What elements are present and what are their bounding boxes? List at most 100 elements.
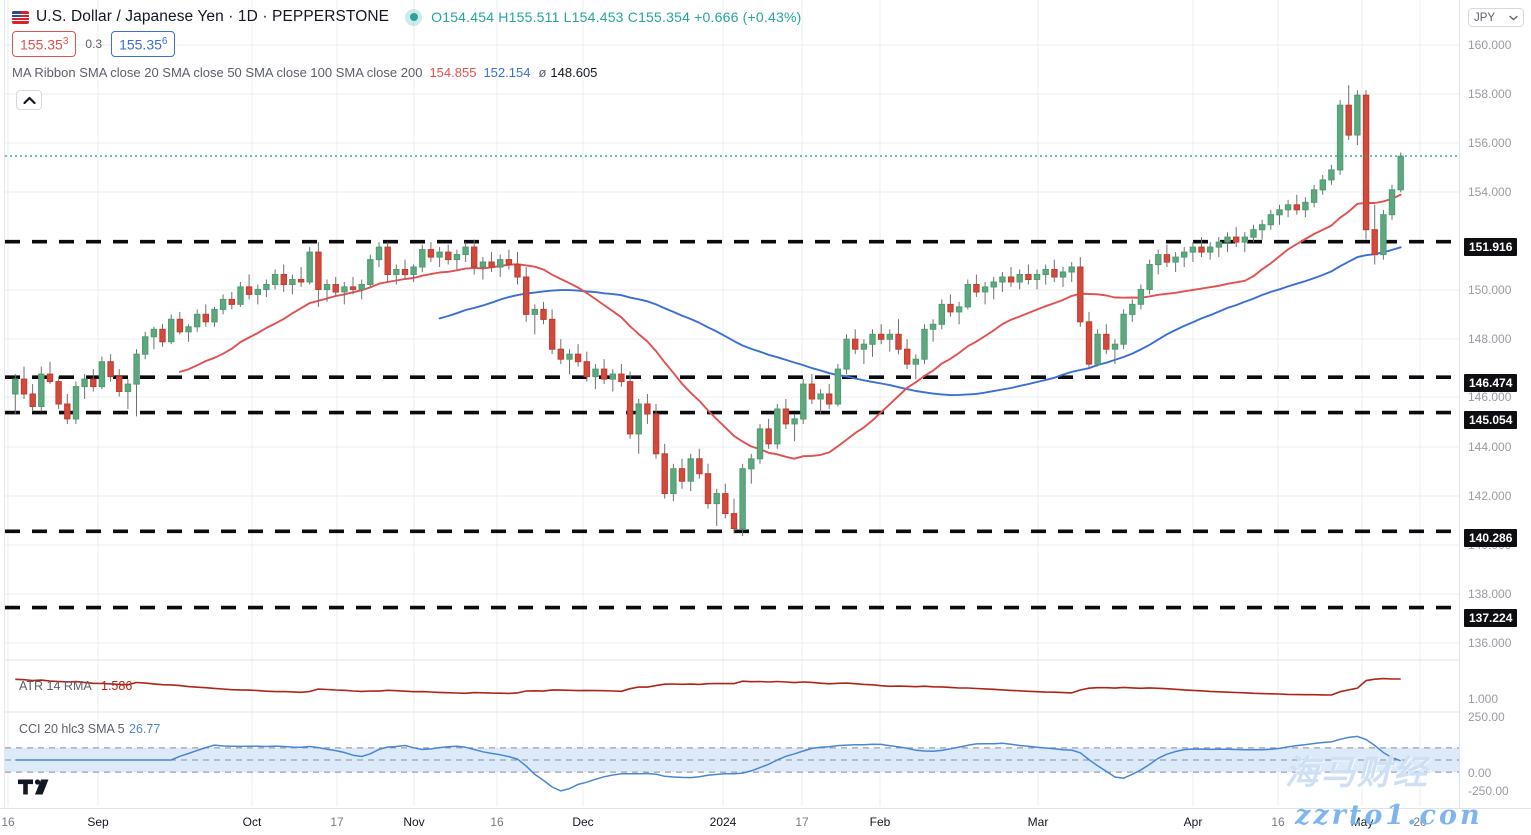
price-tick: 144.000 bbox=[1468, 440, 1512, 454]
candlestick bbox=[557, 348, 564, 360]
candlestick bbox=[358, 284, 365, 290]
candlestick bbox=[1094, 333, 1101, 365]
candlestick bbox=[955, 306, 963, 313]
candlestick bbox=[107, 361, 114, 378]
candlestick bbox=[237, 286, 244, 305]
candlestick bbox=[929, 323, 937, 330]
candlestick bbox=[1336, 104, 1344, 171]
candlestick bbox=[1120, 313, 1127, 345]
time-tick: 17 bbox=[795, 815, 809, 829]
time-tick: Mar bbox=[1027, 815, 1049, 829]
candlestick bbox=[852, 338, 859, 350]
cci-tick: -250.00 bbox=[1468, 784, 1509, 798]
cci-tick: 250.00 bbox=[1468, 710, 1505, 724]
tradingview-logo[interactable] bbox=[18, 776, 54, 803]
candlestick bbox=[410, 266, 417, 275]
chart-corner-controls[interactable] bbox=[1459, 810, 1529, 833]
candlestick bbox=[367, 259, 374, 286]
price-tick: 158.000 bbox=[1468, 87, 1512, 101]
candlestick bbox=[271, 274, 279, 285]
candlestick bbox=[765, 428, 772, 445]
candlestick bbox=[678, 468, 686, 482]
time-tick: 16 bbox=[1, 815, 15, 829]
candlestick bbox=[549, 318, 556, 350]
candlestick bbox=[133, 353, 140, 385]
candlestick bbox=[1198, 246, 1205, 253]
candlestick bbox=[445, 251, 452, 261]
time-tick: 2024 bbox=[709, 815, 737, 829]
chevron-up-icon bbox=[22, 96, 36, 104]
candlestick bbox=[1397, 155, 1404, 191]
candlestick bbox=[964, 284, 971, 308]
price-level-badge: 151.916 bbox=[1464, 238, 1518, 256]
price-level-badge: 145.054 bbox=[1464, 411, 1518, 429]
price-tick: 154.000 bbox=[1468, 185, 1512, 199]
candlestick bbox=[687, 458, 694, 482]
collapse-legend-button[interactable] bbox=[16, 90, 42, 110]
candlestick bbox=[1129, 303, 1136, 315]
candlestick bbox=[254, 288, 262, 295]
candlestick bbox=[661, 453, 668, 495]
candlestick bbox=[644, 403, 651, 415]
price-level-badge: 137.224 bbox=[1464, 609, 1518, 627]
candlestick bbox=[583, 361, 590, 378]
candlestick bbox=[1302, 201, 1309, 211]
candlestick bbox=[566, 353, 573, 360]
candlestick bbox=[1207, 246, 1214, 253]
candlestick bbox=[1328, 169, 1335, 181]
candlestick bbox=[1155, 254, 1162, 266]
candlestick bbox=[938, 303, 945, 325]
chart-plot-area[interactable]: ATR 14 RMA 1.586 CCI 20 hlc3 SMA 5 26.77 bbox=[5, 0, 1459, 808]
candlestick bbox=[332, 284, 339, 293]
candlestick bbox=[479, 261, 487, 268]
time-tick: Feb bbox=[869, 815, 891, 829]
candlestick bbox=[64, 403, 71, 420]
chevron-down-icon bbox=[1509, 15, 1518, 20]
candlestick bbox=[1345, 104, 1352, 136]
candlestick bbox=[168, 318, 175, 343]
price-level-badge: 146.474 bbox=[1464, 374, 1518, 392]
left-rail bbox=[0, 0, 5, 808]
sma-50-line bbox=[438, 246, 1402, 397]
candlestick bbox=[1007, 276, 1015, 283]
candlestick bbox=[1241, 236, 1248, 243]
candlestick bbox=[1068, 266, 1075, 273]
candlestick bbox=[1137, 288, 1145, 305]
candlestick bbox=[808, 383, 816, 400]
candlestick bbox=[626, 381, 634, 435]
candlestick bbox=[453, 254, 461, 261]
time-scale[interactable]: 16 Sep Oct 17 Nov 16 Dec 2024 17 Feb Mar Apr 16 May 20 bbox=[0, 808, 1531, 835]
candlestick bbox=[782, 408, 790, 425]
candlestick bbox=[523, 276, 530, 315]
price-tick: 146.000 bbox=[1468, 390, 1512, 404]
candlestick bbox=[739, 468, 746, 530]
candlestick bbox=[20, 378, 28, 395]
candlestick bbox=[834, 368, 842, 405]
candlestick bbox=[609, 373, 616, 380]
candlestick bbox=[1181, 251, 1188, 258]
currency-select[interactable]: JPY bbox=[1468, 8, 1524, 27]
candlestick bbox=[1388, 189, 1396, 216]
candlestick bbox=[895, 333, 902, 350]
price-scale[interactable]: JPY 160.000 158.000 156.000 154.000 150.000 1… bbox=[1459, 0, 1531, 808]
candlestick bbox=[427, 249, 435, 258]
candlestick bbox=[1189, 246, 1197, 253]
sma-20-line bbox=[178, 193, 1402, 460]
candlestick bbox=[1371, 229, 1378, 256]
candlestick bbox=[1111, 343, 1119, 350]
candlestick bbox=[124, 383, 132, 393]
time-tick: May bbox=[1350, 815, 1374, 829]
candlestick bbox=[462, 246, 469, 256]
candlestick bbox=[574, 353, 582, 363]
price-tick: 136.000 bbox=[1468, 636, 1512, 650]
candlestick bbox=[116, 376, 123, 393]
candlestick bbox=[419, 249, 426, 268]
candlestick bbox=[635, 403, 642, 435]
candlestick bbox=[159, 328, 166, 343]
candlestick bbox=[297, 279, 305, 283]
candlestick bbox=[531, 308, 538, 315]
candlestick bbox=[315, 251, 322, 291]
chart-canvas[interactable]: ATR 14 RMA 1.586 CCI 20 hlc3 SMA 5 26.77 bbox=[5, 0, 1459, 808]
candlestick bbox=[869, 333, 876, 345]
